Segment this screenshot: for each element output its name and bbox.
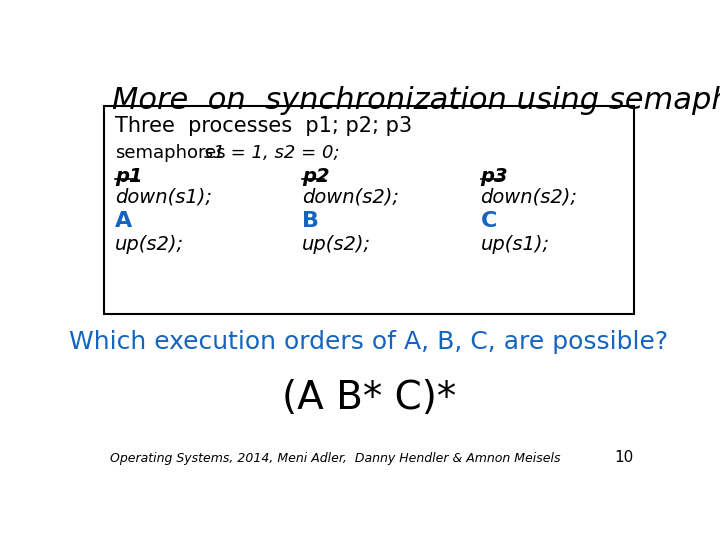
Text: p1: p1 bbox=[115, 167, 143, 186]
Text: up(s1);: up(s1); bbox=[481, 235, 550, 254]
Text: 10: 10 bbox=[615, 450, 634, 465]
Text: down(s1);: down(s1); bbox=[115, 187, 212, 206]
Text: p2: p2 bbox=[302, 167, 330, 186]
Text: Which execution orders of A, B, C, are possible?: Which execution orders of A, B, C, are p… bbox=[69, 330, 669, 354]
Text: More  on  synchronization using semaphores: More on synchronization using semaphores bbox=[112, 85, 720, 114]
Text: up(s2);: up(s2); bbox=[302, 235, 372, 254]
Text: Three  processes  p1; p2; p3: Three processes p1; p2; p3 bbox=[115, 116, 413, 136]
Text: C: C bbox=[481, 211, 497, 231]
Text: down(s2);: down(s2); bbox=[302, 187, 399, 206]
Text: semaphores: semaphores bbox=[115, 144, 226, 162]
FancyBboxPatch shape bbox=[104, 106, 634, 314]
Text: up(s2);: up(s2); bbox=[115, 235, 184, 254]
Text: down(s2);: down(s2); bbox=[481, 187, 577, 206]
Text: (A B* C)*: (A B* C)* bbox=[282, 379, 456, 417]
Text: A: A bbox=[115, 211, 132, 231]
Text: Operating Systems, 2014, Meni Adler,  Danny Hendler & Amnon Meisels: Operating Systems, 2014, Meni Adler, Dan… bbox=[110, 452, 561, 465]
Text: B: B bbox=[302, 211, 319, 231]
Text: s1 = 1, s2 = 0;: s1 = 1, s2 = 0; bbox=[204, 144, 340, 162]
Text: p3: p3 bbox=[481, 167, 508, 186]
